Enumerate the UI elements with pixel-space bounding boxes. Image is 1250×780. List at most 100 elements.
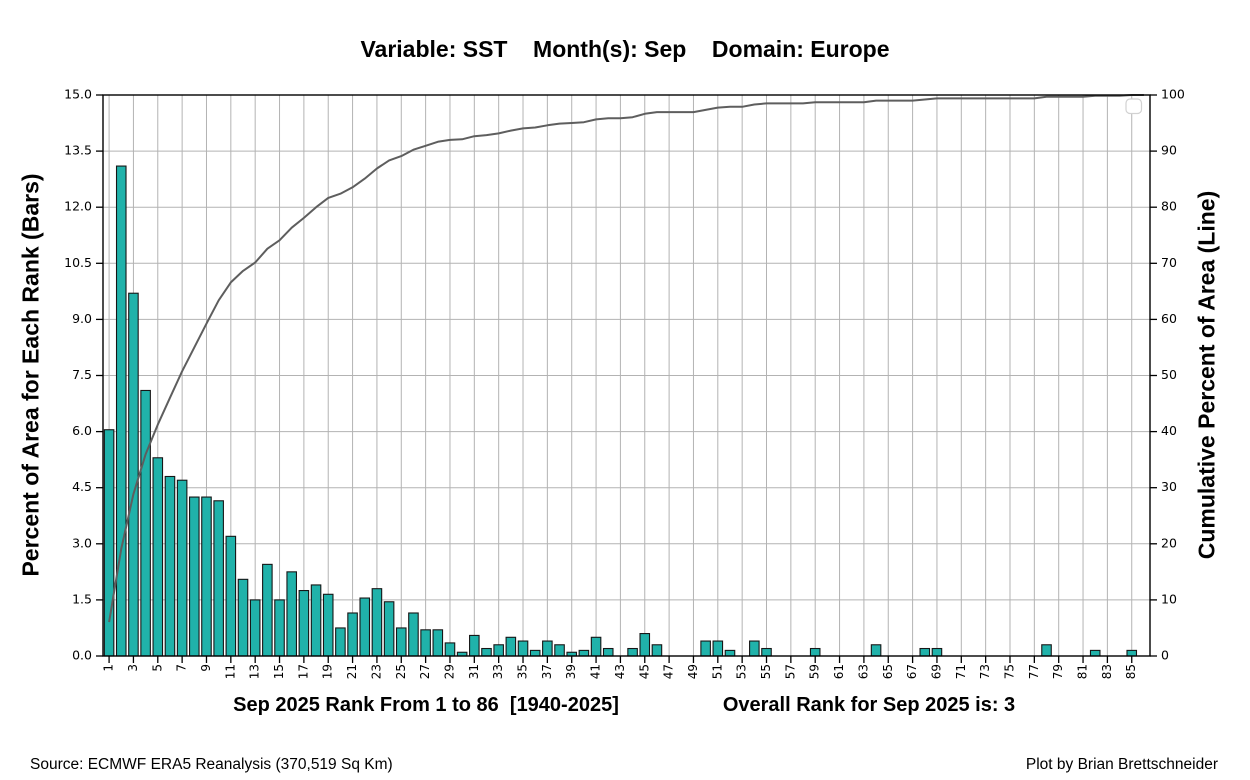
x-tick-label: 61 (832, 664, 846, 679)
legend-box (1125, 98, 1143, 115)
x-tick-label: 73 (978, 664, 992, 679)
bar (359, 597, 371, 657)
left-tick-label: 0.0 (72, 648, 92, 663)
x-tick-label: 81 (1076, 664, 1090, 679)
bar (286, 571, 298, 657)
x-tick-label: 23 (369, 664, 383, 679)
bar (213, 500, 224, 657)
x-tick-label: 47 (662, 664, 676, 679)
x-tick-label: 85 (1124, 664, 1138, 679)
bar (724, 649, 736, 657)
x-tick-label: 9 (199, 664, 213, 672)
bar (481, 647, 492, 657)
source-text: Source: ECMWF ERA5 Reanalysis (370,519 S… (30, 756, 393, 773)
bar (870, 644, 882, 657)
x-tick-label: 5 (150, 664, 164, 672)
bar (554, 644, 565, 657)
cumulative-line (108, 94, 1144, 623)
x-tick-label: 71 (954, 664, 968, 679)
x-tick-label: 29 (443, 664, 457, 679)
x-tick-label: 51 (710, 664, 724, 679)
bar (420, 629, 431, 657)
bar (578, 649, 590, 657)
bar (809, 647, 821, 657)
bar (249, 599, 261, 657)
bar (335, 627, 346, 657)
left-tick-label: 6.0 (72, 423, 92, 438)
left-tick-label: 7.5 (72, 367, 92, 382)
x-tick-label: 49 (686, 664, 700, 679)
bar (432, 629, 444, 657)
overall-rank-note: Overall Rank for Sep 2025 is: 3 (722, 694, 1016, 716)
bar (164, 475, 176, 657)
bar (590, 636, 602, 657)
bar (347, 612, 358, 657)
x-tick-label: 83 (1100, 664, 1114, 679)
x-tick-label: 65 (881, 664, 895, 679)
bar (237, 578, 249, 657)
x-tick-label: 1 (102, 664, 116, 672)
left-tick-label: 4.5 (72, 479, 92, 494)
bar (201, 496, 212, 657)
bar (322, 593, 334, 657)
bar (176, 479, 188, 657)
bar (919, 647, 931, 657)
x-tick-label: 43 (613, 664, 627, 679)
bar (749, 640, 760, 657)
x-tick-label: 41 (589, 664, 603, 679)
bar (529, 649, 541, 657)
bar (1126, 649, 1138, 657)
bar (128, 292, 139, 657)
bar (493, 644, 504, 657)
x-tick-label: 33 (491, 664, 505, 679)
x-tick-label: 77 (1027, 664, 1041, 679)
x-tick-label: 45 (637, 664, 651, 679)
bar (761, 647, 772, 657)
x-tick-label: 67 (905, 664, 919, 679)
bar (408, 612, 419, 657)
left-tick-label: 9.0 (72, 311, 92, 326)
right-tick-label: 10 (1161, 591, 1177, 606)
bar (651, 644, 663, 657)
left-tick-label: 15.0 (64, 87, 92, 102)
bar (274, 599, 285, 657)
bar (444, 642, 456, 657)
bar (310, 584, 322, 657)
right-tick-label: 60 (1161, 311, 1177, 326)
x-tick-label: 15 (272, 664, 286, 679)
x-tick-label: 37 (540, 664, 554, 679)
x-tick-label: 57 (783, 664, 797, 679)
bar (383, 601, 395, 657)
left-tick-label: 13.5 (64, 143, 92, 158)
left-tick-label: 12.0 (64, 199, 92, 214)
x-tick-label: 27 (418, 664, 432, 679)
bar (371, 588, 383, 657)
right-tick-label: 70 (1161, 255, 1177, 270)
bar (712, 640, 724, 657)
right-tick-label: 100 (1161, 87, 1185, 102)
x-tick-label: 3 (126, 664, 140, 672)
right-tick-label: 90 (1161, 143, 1177, 158)
bar (542, 640, 553, 657)
left-tick-label: 10.5 (64, 255, 92, 270)
bar (115, 165, 127, 657)
bar (189, 496, 200, 657)
right-tick-label: 0 (1161, 648, 1169, 663)
x-tick-label: 35 (516, 664, 530, 679)
bar (1089, 649, 1101, 657)
bar (1041, 644, 1052, 657)
right-tick-label: 30 (1161, 479, 1177, 494)
bar (469, 634, 480, 657)
x-tick-label: 39 (564, 664, 578, 679)
x-tick-label: 19 (321, 664, 335, 679)
bar (931, 647, 943, 657)
x-tick-label: 55 (759, 664, 773, 679)
x-axis-title: Sep 2025 Rank From 1 to 86 [1940-2025] (233, 694, 619, 716)
x-tick-label: 75 (1003, 664, 1017, 679)
x-tick-label: 25 (394, 664, 408, 679)
bar (262, 563, 273, 657)
x-tick-label: 31 (467, 664, 481, 679)
x-tick-label: 21 (345, 664, 359, 679)
